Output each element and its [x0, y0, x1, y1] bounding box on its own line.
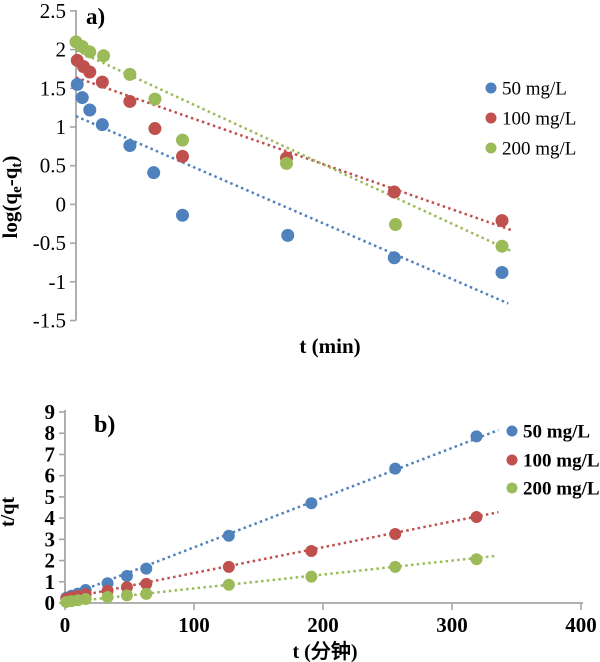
- legend-label: 50 mg/L: [502, 79, 567, 100]
- data-point-red: [140, 577, 153, 590]
- y-tick-label: 2: [45, 549, 56, 573]
- data-point-blue: [305, 497, 318, 510]
- data-point-green: [123, 67, 137, 81]
- data-point-blue: [95, 118, 109, 132]
- x-axis-title: t (分钟): [293, 639, 358, 662]
- data-point-blue: [470, 430, 483, 443]
- data-point-blue: [75, 91, 89, 105]
- chart-a-pseudo-first-order-plot: 2.5 2 1.5 1 0.5 0 -0.5 -1 -1.5 50 mg/L 100 mg/L 200…: [0, 0, 576, 358]
- data-point-green: [470, 553, 483, 566]
- data-point-blue: [70, 77, 84, 91]
- legend-label: 200 mg/L: [502, 139, 576, 160]
- data-point-green: [176, 133, 190, 147]
- data-point-green: [97, 49, 111, 63]
- data-point-red: [95, 75, 109, 89]
- y-tick-label: 7: [45, 442, 56, 466]
- data-point-blue: [83, 103, 97, 117]
- data-point-green: [389, 560, 402, 573]
- data-point-green: [140, 587, 153, 600]
- data-point-green: [79, 592, 92, 605]
- y-tick-label: 1.5: [40, 76, 66, 100]
- legend-label: 50 mg/L: [523, 422, 590, 443]
- legend-label: 200 mg/L: [523, 479, 600, 500]
- x-tick-label: 100: [178, 613, 210, 637]
- y-tick-label: 5: [45, 485, 56, 509]
- data-point-red: [222, 560, 235, 573]
- data-point-green: [83, 45, 97, 59]
- y-tick-label: 1: [56, 115, 67, 139]
- data-point-red: [148, 122, 162, 136]
- data-point-red: [176, 149, 190, 163]
- panel-label: b): [94, 412, 115, 438]
- data-point-blue: [176, 208, 190, 222]
- data-point-green: [120, 589, 133, 602]
- x-tick-label: 300: [436, 613, 468, 637]
- data-point-green: [280, 156, 294, 170]
- legend-marker-red: [506, 454, 518, 466]
- y-tick-label: 6: [45, 464, 56, 488]
- y-tick-label: -1.5: [33, 309, 66, 333]
- y-tick-label: 1: [45, 570, 56, 594]
- data-point-green: [148, 92, 162, 106]
- data-point-blue: [387, 251, 401, 265]
- x-tick-label: 400: [565, 613, 597, 637]
- data-point-red: [387, 185, 401, 199]
- trend-line-blue: [64, 428, 499, 599]
- data-point-blue: [281, 228, 295, 242]
- y-tick-label: 0.5: [40, 154, 66, 178]
- legend-label: 100 mg/L: [502, 109, 576, 130]
- x-tick-label: 200: [307, 613, 339, 637]
- trend-line-red: [75, 76, 512, 232]
- y-tick-label: -0.5: [33, 231, 66, 255]
- trend-line-blue: [75, 115, 509, 305]
- y-tick-label: 3: [45, 527, 56, 551]
- y-tick-label: 4: [45, 506, 56, 530]
- trend-line-green: [75, 49, 512, 252]
- legend-marker-blue: [506, 425, 518, 437]
- x-axis-title: t (min): [299, 334, 360, 358]
- data-point-blue: [140, 562, 153, 575]
- data-point-blue: [147, 166, 161, 180]
- data-point-green: [101, 591, 114, 604]
- panel-label: a): [86, 4, 105, 29]
- y-tick-label: 9: [45, 400, 56, 424]
- legend-label: 100 mg/L: [523, 451, 600, 472]
- legend-marker-green: [506, 482, 518, 494]
- trend-line-red: [64, 510, 499, 600]
- data-point-blue: [389, 462, 402, 475]
- data-point-red: [470, 511, 483, 524]
- data-point-green: [222, 578, 235, 591]
- legend-marker-red: [485, 112, 497, 124]
- y-tick-label: 0: [56, 192, 67, 216]
- legend-marker-green: [485, 142, 497, 154]
- data-point-blue: [120, 570, 133, 583]
- data-point-red: [123, 94, 137, 108]
- y-tick-label: -1: [49, 270, 67, 294]
- trend-line-green: [64, 554, 496, 604]
- data-point-red: [495, 214, 509, 228]
- y-tick-label: 0: [45, 591, 56, 615]
- data-point-green: [389, 218, 403, 232]
- data-point-blue: [123, 139, 137, 153]
- data-point-green: [495, 239, 509, 253]
- data-point-red: [305, 545, 318, 558]
- x-tick-label: 0: [60, 613, 71, 637]
- y-axis-title: log(qe-qt): [0, 156, 25, 239]
- legend-marker-blue: [485, 82, 497, 94]
- data-point-red: [389, 528, 402, 541]
- y-tick-label: 2: [56, 38, 67, 62]
- y-tick-label: 8: [45, 421, 56, 445]
- data-point-red: [83, 65, 97, 79]
- data-point-blue: [222, 529, 235, 542]
- data-point-blue: [495, 266, 509, 280]
- y-axis-title: t/qt: [0, 497, 19, 527]
- y-tick-label: 2.5: [40, 0, 66, 23]
- data-point-green: [305, 570, 318, 583]
